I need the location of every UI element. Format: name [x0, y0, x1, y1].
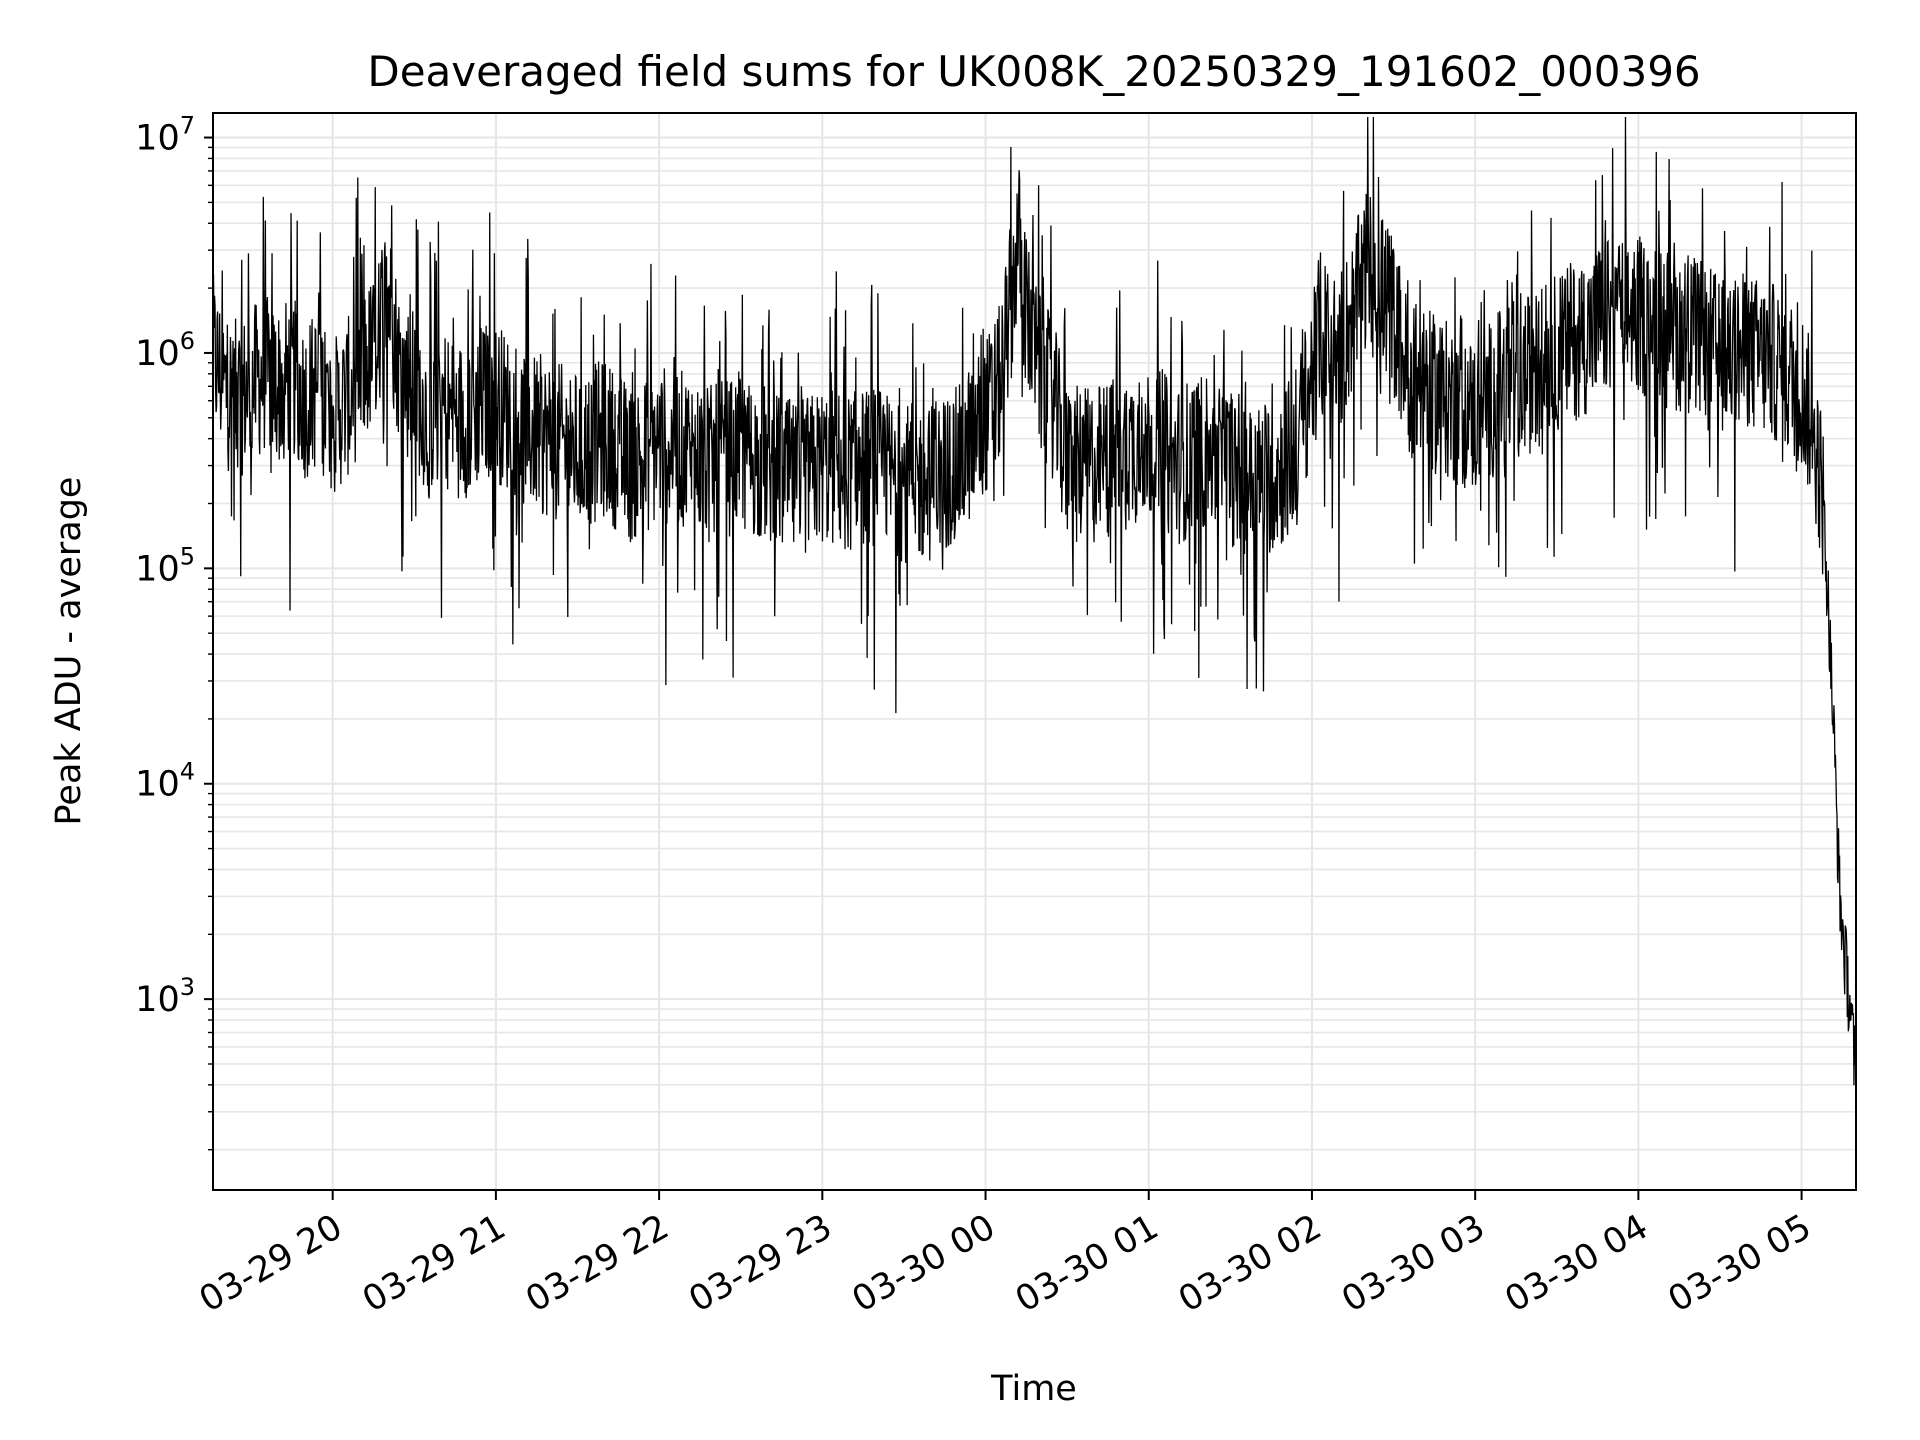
- y-tick-label: 105: [135, 542, 195, 589]
- chart-title: Deaveraged field sums for UK008K_2025032…: [367, 47, 1700, 96]
- plot-frame: [212, 112, 1857, 1191]
- y-tick-label: 104: [135, 758, 195, 805]
- y-tick-label: 103: [135, 973, 195, 1020]
- y-tick-label: 106: [135, 327, 195, 374]
- series-line: [212, 116, 1857, 1086]
- y-axis-label: Peak ADU - average: [49, 477, 89, 826]
- y-tick-label: 107: [135, 112, 195, 159]
- series-path: [212, 116, 1857, 1086]
- x-axis-label: Time: [990, 1369, 1077, 1409]
